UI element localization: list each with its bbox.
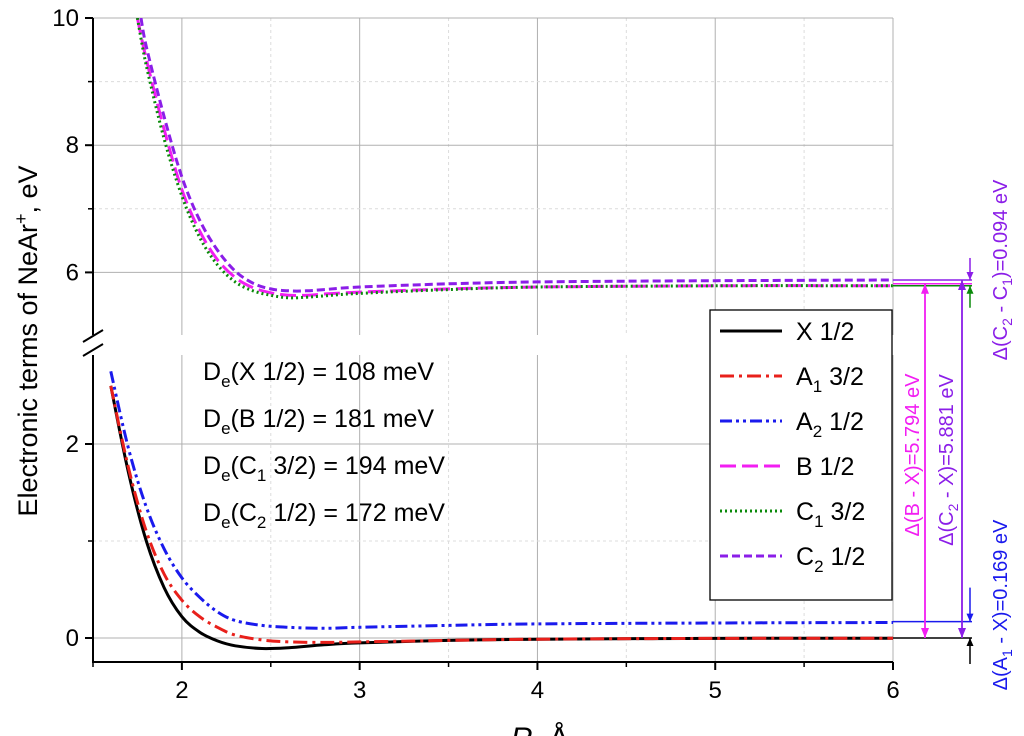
x-tick-label: 6 bbox=[886, 677, 899, 704]
gap-label-a1-x: Δ(A1 - X)=0.169 eV bbox=[990, 519, 1015, 690]
x-tick-label: 5 bbox=[709, 677, 722, 704]
gap-arrow-b-x-head-bottom bbox=[921, 628, 929, 638]
y-tick-label: 8 bbox=[66, 132, 79, 159]
gap-label-c2-x: Δ(C2 - X)=5.881 eV bbox=[936, 373, 961, 545]
legend-label-b12: B 1/2 bbox=[796, 453, 854, 481]
well-depth-b: De(B 1/2) = 181 meV bbox=[203, 405, 434, 438]
gap-arrow-a1-x-top-head bbox=[966, 613, 974, 622]
well-depth-c2: De(C2 1/2) = 172 meV bbox=[203, 499, 445, 532]
x-tick-label: 2 bbox=[175, 677, 188, 704]
gap-arrow-c2-x-head-bottom bbox=[958, 628, 966, 638]
gap-labels: Δ(B - X)=5.794 eV Δ(C2 - X)=5.881 eV Δ(C… bbox=[902, 179, 1015, 690]
legend-label-x12: X 1/2 bbox=[796, 318, 854, 346]
well-depth-c1: De(C1 3/2) = 194 meV bbox=[203, 452, 445, 485]
y-tick-label: 10 bbox=[52, 5, 79, 32]
y-tick-label: 6 bbox=[66, 259, 79, 286]
y-axis-label: Electronic terms of NeAr+, eV bbox=[11, 165, 43, 516]
gap-label-b-x: Δ(B - X)=5.794 eV bbox=[902, 373, 924, 537]
axis-break-mark bbox=[82, 329, 104, 343]
x-tick-label: 3 bbox=[353, 677, 366, 704]
gap-arrow-a1-x-bottom-head bbox=[966, 638, 974, 646]
gap-label-c2-c1: Δ(C2 - C1)=0.094 eV bbox=[990, 179, 1015, 360]
gap-arrow-c2-x-head-top bbox=[958, 279, 966, 290]
axes: 2 3 4 5 6 6 8 10 0 2 bbox=[52, 5, 899, 704]
gap-arrow-c2-c1-bottom-head bbox=[966, 285, 974, 294]
series-line-a212 bbox=[109, 370, 893, 630]
legend-label-c212: C2 1/2 bbox=[796, 543, 865, 576]
x-tick-label: 4 bbox=[531, 677, 544, 704]
legend-label-c132: C1 3/2 bbox=[796, 498, 865, 531]
well-depth-annotations: De(X 1/2) = 108 meV De(B 1/2) = 181 meV … bbox=[203, 358, 445, 532]
series-line-c132 bbox=[135, 18, 893, 300]
gap-arrow-c2-c1-top-head bbox=[966, 271, 974, 280]
reference-lines bbox=[893, 257, 974, 664]
x-axis-label: R, Å bbox=[511, 722, 569, 736]
series-line-b12 bbox=[135, 18, 893, 298]
gap-arrow-b-x-head-top bbox=[921, 283, 929, 294]
series-line-c212 bbox=[139, 18, 893, 293]
y-tick-label: 2 bbox=[66, 431, 79, 458]
legend-label-a132: A1 3/2 bbox=[796, 363, 864, 396]
series-group bbox=[109, 18, 893, 651]
legend-label-a212: A2 1/2 bbox=[796, 408, 864, 441]
axis-break-mark bbox=[82, 343, 104, 357]
legend: X 1/2 A1 3/2 A2 1/2 B 1/2 C1 3/2 C2 1/2 bbox=[709, 309, 893, 601]
y-tick-label: 0 bbox=[66, 625, 79, 652]
well-depth-x: De(X 1/2) = 108 meV bbox=[203, 358, 434, 391]
legend-box bbox=[709, 309, 893, 601]
series-line-a132 bbox=[109, 385, 893, 644]
